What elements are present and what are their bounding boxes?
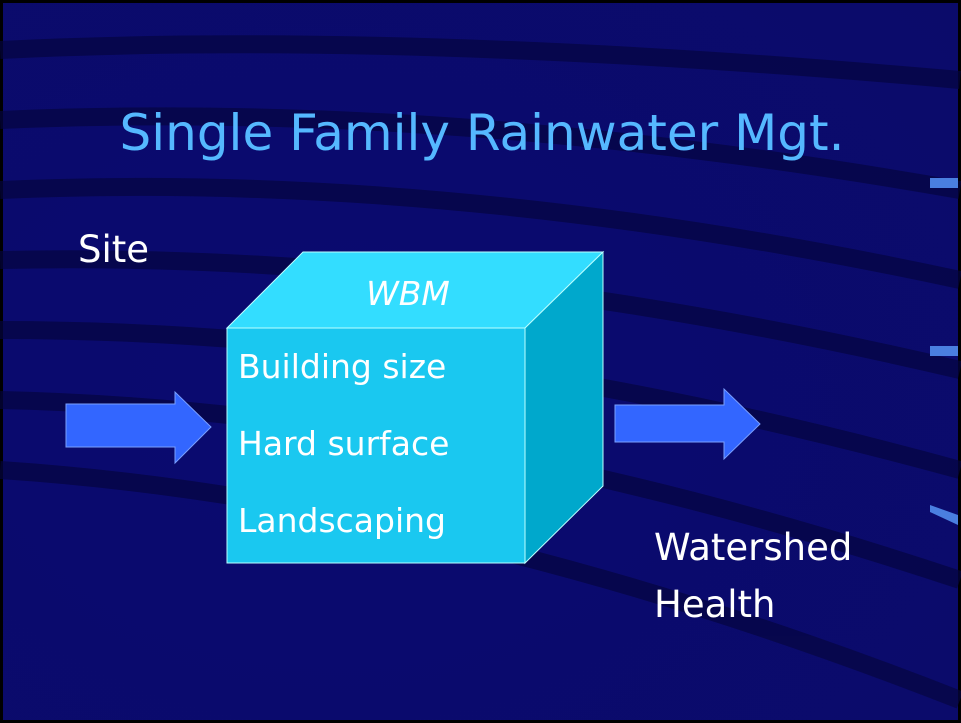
box-title: WBM [366, 274, 450, 313]
box-item: Hard surface [238, 424, 449, 463]
cube-front [226, 327, 526, 564]
input-arrow [65, 390, 212, 465]
input-label: Site [78, 228, 149, 271]
edge-accents [930, 178, 958, 525]
output-label: Health [654, 583, 776, 626]
output-label: Watershed [654, 526, 852, 569]
output-arrow [614, 387, 761, 461]
cube [225, 250, 605, 565]
box-item: Building size [238, 347, 446, 386]
box-item: Landscaping [238, 501, 446, 540]
title: Single Family Rainwater Mgt. [120, 104, 845, 162]
